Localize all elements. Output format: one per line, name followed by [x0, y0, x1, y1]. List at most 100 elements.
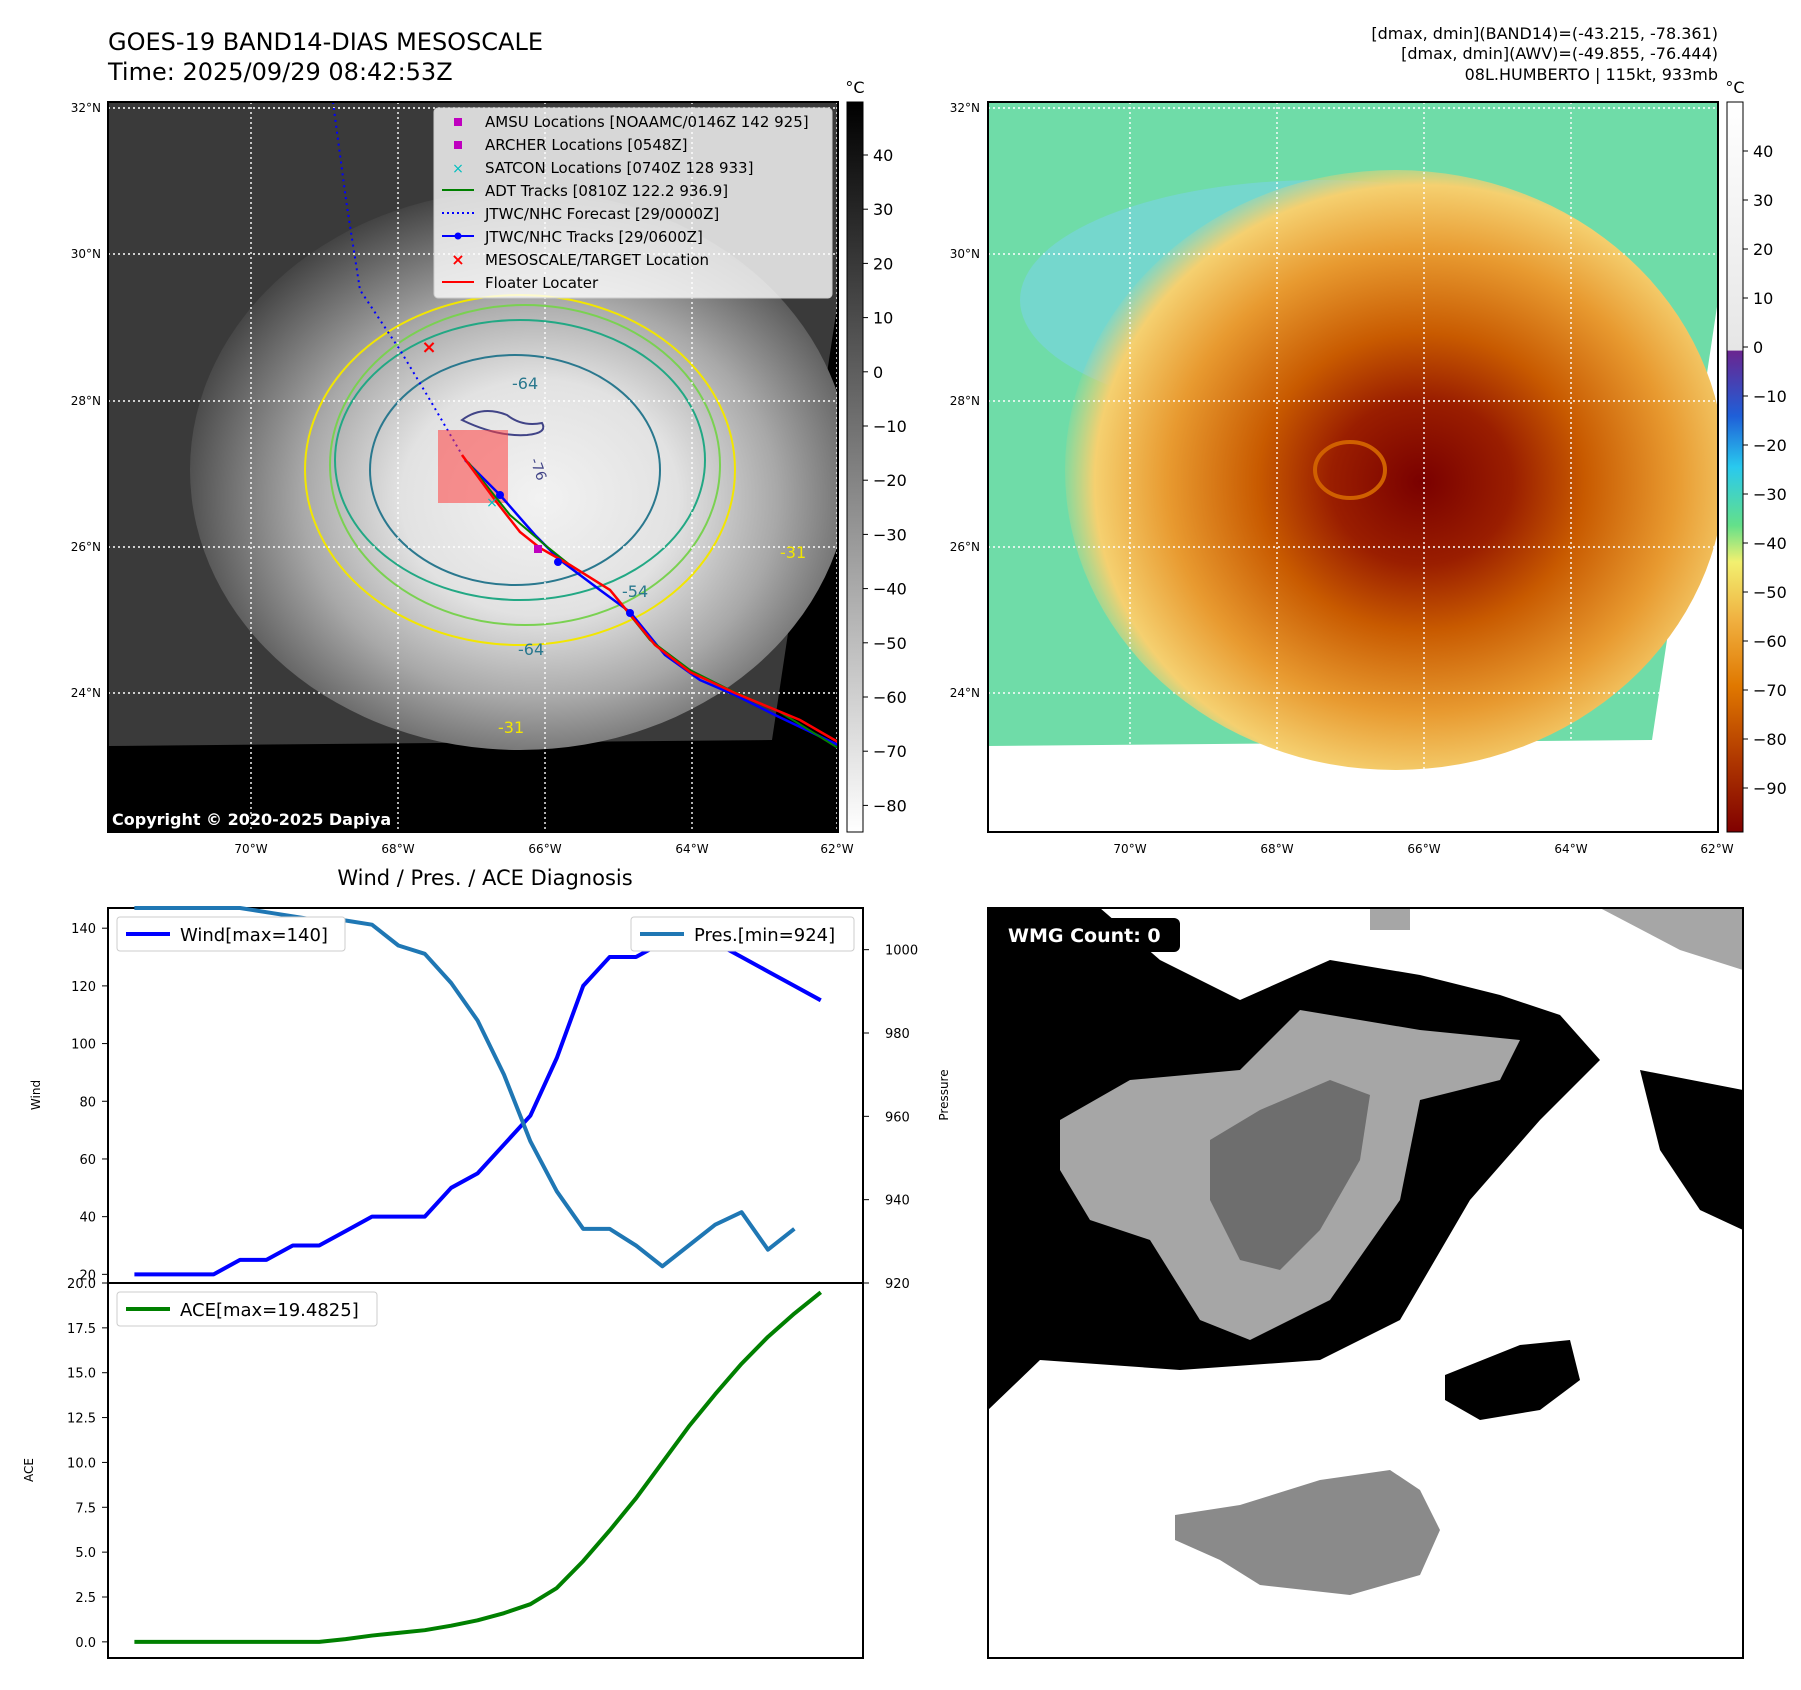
map1-lat-labels: 32°N 30°N 28°N 26°N 24°N — [71, 101, 101, 700]
svg-text:66°W: 66°W — [1407, 842, 1440, 856]
legend-satcon: SATCON Locations [0740Z 128 933] — [485, 159, 753, 177]
ace-tick-label: 2.5 — [75, 1591, 96, 1606]
ace-tick-label: 7.5 — [75, 1501, 96, 1516]
svg-text:70°W: 70°W — [234, 842, 267, 856]
ace-tick-label: 12.5 — [67, 1412, 96, 1427]
ace-axes: 0.0 2.5 5.0 7.5 10.0 12.5 15.0 17.5 20.0 — [67, 1277, 108, 1651]
wmg-gray-dark — [1210, 1080, 1370, 1270]
ace-tick-label: 10.0 — [67, 1456, 96, 1471]
map2-gridlines — [988, 102, 1718, 832]
svg-text:×: × — [452, 161, 464, 177]
colorbar-tick-label: −70 — [873, 742, 907, 761]
colorbar-tick-label: 30 — [873, 200, 893, 219]
svg-text:28°N: 28°N — [950, 394, 980, 408]
wind-tick-label: 20 — [79, 1268, 96, 1283]
pressure-series-line — [134, 906, 796, 1269]
info-line1: [dmax, dmin](BAND14)=(-43.215, -78.361) — [1371, 24, 1718, 43]
legend-tracks: JTWC/NHC Tracks [29/0600Z] — [484, 228, 703, 246]
ace-legend: ACE[max=19.4825] — [116, 1291, 378, 1327]
colorbar-tick-label: −70 — [1753, 681, 1787, 700]
legend-forecast: JTWC/NHC Forecast [29/0000Z] — [484, 205, 719, 223]
colorbar-tick-label: −80 — [873, 796, 907, 815]
copyright-label: Copyright © 2020-2025 Dapiya — [112, 810, 391, 829]
ace-tick-label: 20.0 — [67, 1277, 96, 1292]
pressure-tick-label: 940 — [885, 1194, 910, 1209]
wmg-gray-lower — [1175, 1470, 1440, 1595]
svg-text:28°N: 28°N — [71, 394, 101, 408]
colorbar2-unit: °C — [1725, 78, 1744, 97]
colorbar-tick-label: 20 — [1753, 240, 1773, 259]
svg-text:62°W: 62°W — [820, 842, 853, 856]
pressure-tick-label: 980 — [885, 1027, 910, 1042]
svg-text:30°N: 30°N — [71, 247, 101, 261]
wind-pressure-axes: 20 40 60 80 100 120 140 920 940 960 980 1000 — [71, 922, 918, 1292]
colorbar-tick-label: 20 — [873, 254, 893, 273]
svg-text:32°N: 32°N — [71, 101, 101, 115]
figure-title-line1: GOES-19 BAND14-DIAS MESOSCALE — [108, 28, 543, 56]
map2-lon-labels: 70°W 68°W 66°W 64°W 62°W — [1113, 842, 1733, 856]
wind-axis-label: Wind — [29, 1080, 43, 1110]
map1-lon-labels: 70°W 68°W 66°W 64°W 62°W — [234, 842, 853, 856]
svg-text:×: × — [451, 250, 464, 269]
colorbar-tick-label: −80 — [1753, 730, 1787, 749]
colorbar-tick-label: 40 — [1753, 142, 1773, 161]
awv-map: 32°N 30°N 28°N 26°N 24°N 70°W 68°W 66°W … — [950, 101, 1734, 856]
ace-tick-label: 0.0 — [75, 1636, 96, 1651]
wind-legend-label: Wind[max=140] — [180, 925, 328, 946]
colorbar-tick-label: −30 — [1753, 485, 1787, 504]
wind-tick-label: 40 — [79, 1211, 96, 1226]
colorbar-tick-label: −20 — [1753, 436, 1787, 455]
colorbar-tick-label: 10 — [1753, 289, 1773, 308]
svg-text:68°W: 68°W — [1260, 842, 1293, 856]
wmg-black-right — [1640, 1070, 1743, 1230]
colorbar-tick-label: −30 — [873, 525, 907, 544]
figure-title-line2: Time: 2025/09/29 08:42:53Z — [107, 58, 453, 86]
contour-label-4: -31 — [498, 718, 524, 737]
map-legend: AMSU Locations [NOAAMC/0146Z 142 925] AR… — [433, 107, 833, 299]
legend-archer: ARCHER Locations [0548Z] — [485, 136, 688, 154]
svg-text:26°N: 26°N — [950, 540, 980, 554]
pressure-tick-label: 1000 — [885, 944, 918, 959]
colorbar-tick-label: −50 — [1753, 583, 1787, 602]
pressure-tick-label: 960 — [885, 1110, 910, 1125]
ace-chart: 0.0 2.5 5.0 7.5 10.0 12.5 15.0 17.5 20.0 ACE ACE… — [22, 1277, 864, 1659]
map2-lat-labels: 32°N 30°N 28°N 26°N 24°N — [950, 101, 980, 700]
legend-amsu: AMSU Locations [NOAAMC/0146Z 142 925] — [485, 113, 809, 131]
pressure-legend: Pres.[min=924] — [630, 916, 855, 952]
pressure-axis-label: Pressure — [937, 1069, 951, 1120]
colorbar2-ticks: 40 30 20 10 0 −10 −20 −30 −40 −50 −60 −70 −80 −90 — [1743, 142, 1787, 798]
info-line2: [dmax, dmin](AWV)=(-49.855, -76.444) — [1401, 44, 1718, 63]
wind-legend: Wind[max=140] — [116, 916, 346, 952]
svg-text:24°N: 24°N — [71, 686, 101, 700]
colorbar1-ticks: 40 30 20 10 0 −10 −20 −30 −40 −50 −60 −70 −80 — [863, 146, 907, 815]
mesoscale-target-marker: × — [421, 337, 436, 358]
band14-colorbar: °C 40 30 20 10 0 −10 −20 −30 −40 −50 −60 −70 −80 — [845, 78, 907, 833]
contour-label-5: -31 — [780, 543, 806, 562]
svg-text:64°W: 64°W — [1554, 842, 1587, 856]
colorbar-tick-label: −40 — [873, 580, 907, 599]
colorbar-tick-label: −20 — [873, 471, 907, 490]
svg-text:24°N: 24°N — [950, 686, 980, 700]
wmg-count-badge — [1000, 918, 1180, 952]
contour-label-2: -64 — [518, 640, 544, 659]
ace-tick-label: 15.0 — [67, 1367, 96, 1382]
diagnosis-title: Wind / Pres. / ACE Diagnosis — [337, 866, 632, 890]
wmg-gray-top-right — [1370, 908, 1743, 970]
colorbar-tick-label: 0 — [873, 363, 883, 382]
floater-locater-track — [460, 454, 838, 744]
colorbar-tick-label: −60 — [873, 688, 907, 707]
svg-text:62°W: 62°W — [1700, 842, 1733, 856]
wind-tick-label: 140 — [71, 922, 96, 937]
svg-text:68°W: 68°W — [381, 842, 414, 856]
contour-label-3: -54 — [622, 582, 648, 601]
svg-text:30°N: 30°N — [950, 247, 980, 261]
archer-location-marker — [534, 545, 542, 553]
ace-lines — [134, 1290, 823, 1644]
wmg-black-island — [1445, 1340, 1580, 1420]
wind-tick-label: 100 — [71, 1038, 96, 1053]
wind-tick-label: 80 — [79, 1095, 96, 1110]
map2-frame — [987, 101, 1719, 833]
colorbar-tick-label: 30 — [1753, 191, 1773, 210]
svg-text:70°W: 70°W — [1113, 842, 1146, 856]
contour-lightgreen — [329, 304, 721, 626]
